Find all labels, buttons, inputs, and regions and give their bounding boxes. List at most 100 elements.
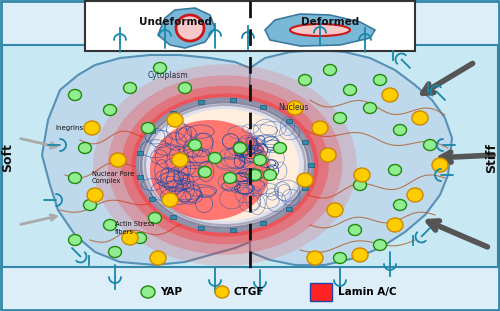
Ellipse shape <box>432 158 448 172</box>
Ellipse shape <box>87 188 103 202</box>
Bar <box>308 163 314 167</box>
Ellipse shape <box>93 64 357 266</box>
Ellipse shape <box>344 85 356 95</box>
Bar <box>85 1 415 51</box>
Ellipse shape <box>68 90 82 100</box>
Ellipse shape <box>297 173 313 187</box>
Ellipse shape <box>148 212 162 224</box>
Ellipse shape <box>264 169 276 180</box>
Ellipse shape <box>145 105 305 225</box>
Ellipse shape <box>208 152 222 164</box>
Ellipse shape <box>198 166 211 178</box>
Ellipse shape <box>354 179 366 191</box>
Text: Cytoplasm: Cytoplasm <box>148 71 189 80</box>
Ellipse shape <box>78 142 92 154</box>
Ellipse shape <box>178 82 192 94</box>
Ellipse shape <box>151 109 299 221</box>
Bar <box>198 225 204 230</box>
Bar <box>230 228 236 232</box>
Bar <box>260 221 266 225</box>
Text: Actin Stress
fibers: Actin Stress fibers <box>115 221 154 234</box>
Bar <box>310 283 332 301</box>
Ellipse shape <box>224 173 236 183</box>
Ellipse shape <box>298 75 312 86</box>
Ellipse shape <box>162 193 178 207</box>
Bar <box>286 119 292 123</box>
Ellipse shape <box>134 233 146 244</box>
Bar <box>302 140 308 143</box>
Ellipse shape <box>274 142 286 154</box>
Bar <box>230 98 236 102</box>
Ellipse shape <box>254 155 266 165</box>
Ellipse shape <box>394 199 406 211</box>
Ellipse shape <box>334 253 346 263</box>
Ellipse shape <box>104 220 117 230</box>
Ellipse shape <box>394 124 406 136</box>
Text: Inegrins: Inegrins <box>55 125 83 131</box>
Bar <box>138 151 143 155</box>
Ellipse shape <box>374 239 386 250</box>
Ellipse shape <box>108 247 122 258</box>
Bar <box>198 100 204 104</box>
Text: Deformed: Deformed <box>301 17 359 27</box>
Ellipse shape <box>172 153 188 167</box>
Ellipse shape <box>388 165 402 175</box>
Bar <box>138 175 143 179</box>
Ellipse shape <box>68 173 82 183</box>
Ellipse shape <box>104 104 117 115</box>
Ellipse shape <box>290 24 350 36</box>
Bar <box>286 207 292 211</box>
Ellipse shape <box>154 63 166 73</box>
Bar <box>2 45 498 267</box>
Ellipse shape <box>110 153 126 167</box>
Text: CTGF: CTGF <box>234 287 264 297</box>
Ellipse shape <box>68 234 82 245</box>
Polygon shape <box>250 50 452 265</box>
Polygon shape <box>42 55 250 265</box>
Bar <box>302 187 308 190</box>
Ellipse shape <box>215 286 229 298</box>
Ellipse shape <box>412 111 428 125</box>
Text: Stiff: Stiff <box>486 143 498 173</box>
Ellipse shape <box>364 103 376 114</box>
Bar <box>149 129 155 133</box>
Ellipse shape <box>327 203 343 217</box>
Ellipse shape <box>84 121 100 135</box>
Text: Nuclear Pore
Complex: Nuclear Pore Complex <box>92 171 134 184</box>
Ellipse shape <box>167 113 183 127</box>
Bar <box>149 197 155 201</box>
Text: Undeformed: Undeformed <box>138 17 212 27</box>
Ellipse shape <box>141 286 155 298</box>
Text: Nucleus: Nucleus <box>278 104 308 113</box>
Bar <box>170 215 176 219</box>
Ellipse shape <box>424 140 436 151</box>
Ellipse shape <box>334 113 346 123</box>
Bar <box>260 105 266 109</box>
Ellipse shape <box>122 86 328 244</box>
Ellipse shape <box>122 231 138 245</box>
Ellipse shape <box>320 148 336 162</box>
Ellipse shape <box>108 75 342 255</box>
Ellipse shape <box>348 225 362 235</box>
Ellipse shape <box>324 64 336 76</box>
Ellipse shape <box>234 142 246 154</box>
Ellipse shape <box>287 101 303 115</box>
Ellipse shape <box>407 188 423 202</box>
Ellipse shape <box>382 88 398 102</box>
Ellipse shape <box>387 218 403 232</box>
Ellipse shape <box>354 168 370 182</box>
Ellipse shape <box>124 82 136 94</box>
Ellipse shape <box>132 94 318 236</box>
Text: Soft: Soft <box>2 144 15 172</box>
Ellipse shape <box>248 169 262 180</box>
Ellipse shape <box>150 251 166 265</box>
Ellipse shape <box>312 121 328 135</box>
Ellipse shape <box>84 199 96 211</box>
Text: YAP: YAP <box>160 287 182 297</box>
Ellipse shape <box>141 102 309 228</box>
Ellipse shape <box>188 140 202 151</box>
Ellipse shape <box>352 248 368 262</box>
Ellipse shape <box>307 251 323 265</box>
Ellipse shape <box>138 99 312 231</box>
Ellipse shape <box>374 75 386 86</box>
